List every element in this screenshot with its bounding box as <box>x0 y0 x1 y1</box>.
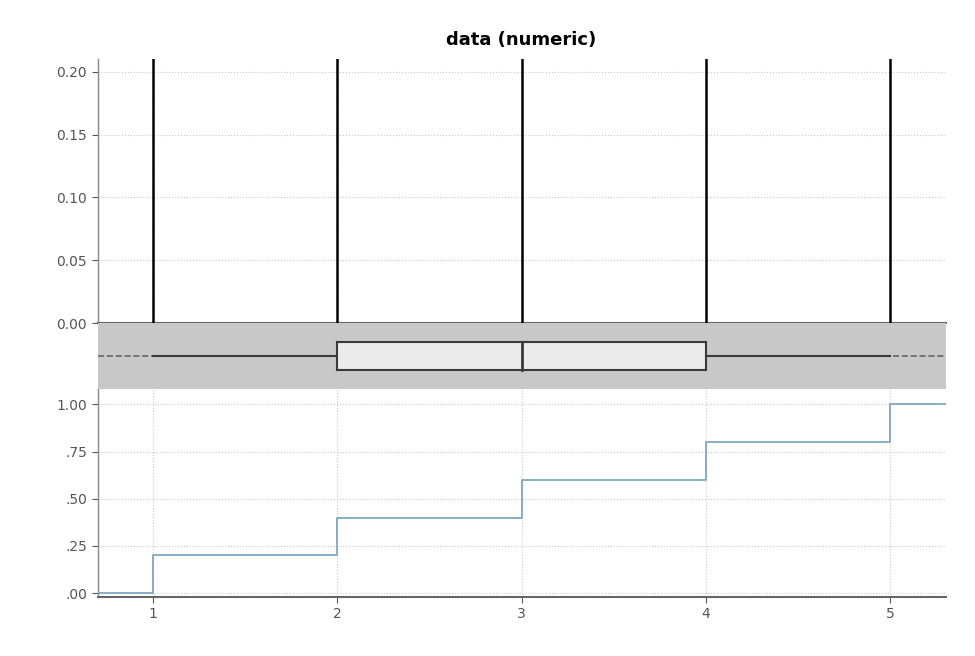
Title: data (numeric): data (numeric) <box>447 31 597 49</box>
Bar <box>337 342 706 370</box>
